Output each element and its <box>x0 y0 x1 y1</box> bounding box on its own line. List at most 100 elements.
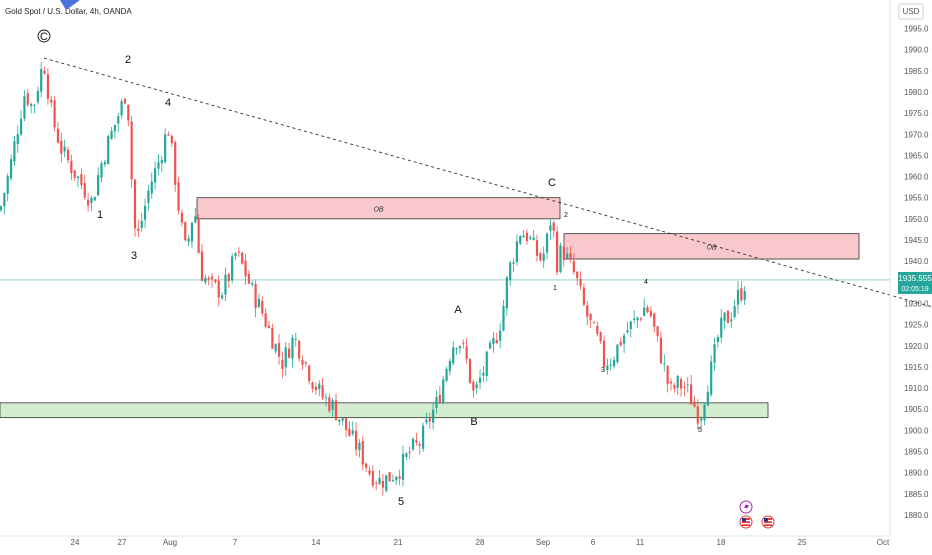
candle <box>294 332 297 347</box>
candle <box>267 321 271 329</box>
candle <box>445 366 448 383</box>
wave-label: 5 <box>698 427 702 434</box>
candle <box>535 234 539 262</box>
candle <box>80 168 83 190</box>
candle-body <box>80 174 83 185</box>
candle-body <box>385 475 388 491</box>
candle-body <box>16 133 19 145</box>
order-block-label: OB <box>373 206 383 213</box>
candle <box>626 321 629 334</box>
candle <box>264 308 267 329</box>
lightning-icon[interactable] <box>739 500 753 514</box>
time-tick-label: 6 <box>591 538 596 547</box>
candle <box>482 366 485 383</box>
candle-body <box>646 307 649 312</box>
candle <box>569 246 572 263</box>
candle-body <box>398 476 401 479</box>
candle <box>465 337 468 364</box>
candle <box>247 269 250 285</box>
candle <box>361 435 364 470</box>
candle <box>133 178 137 237</box>
candle-body <box>381 480 384 488</box>
candle-body <box>244 260 247 277</box>
candle <box>478 369 482 390</box>
candle <box>261 296 264 317</box>
candle <box>562 240 565 267</box>
time-tick-label: 11 <box>636 538 645 547</box>
candle <box>301 355 304 370</box>
time-tick-label: 27 <box>118 538 127 547</box>
candle <box>110 126 113 140</box>
candle-body <box>97 175 100 195</box>
candle <box>56 122 60 144</box>
candle-body <box>40 69 43 92</box>
candle-body <box>371 471 374 486</box>
price-axis[interactable]: 1880.0 1885.0 1890.0 1895.0 1900.0 1905.0 1910… <box>889 0 929 536</box>
time-tick-label: 14 <box>312 538 321 547</box>
candle <box>214 278 217 284</box>
candle-body <box>566 253 569 259</box>
candle-body <box>274 344 277 352</box>
candle-body <box>184 222 187 241</box>
candle <box>277 334 281 365</box>
candle <box>187 234 190 247</box>
candle <box>93 196 96 201</box>
candle-body <box>117 116 120 124</box>
candle <box>160 155 163 173</box>
candle-body <box>103 161 106 165</box>
candle <box>117 113 120 133</box>
candle-body <box>368 470 371 475</box>
candle <box>502 299 505 332</box>
candle <box>519 234 522 246</box>
candle-body <box>140 220 143 228</box>
candle-body <box>321 385 324 398</box>
candle-body <box>532 237 535 240</box>
candle <box>180 209 183 227</box>
candle-body <box>445 368 448 381</box>
candle-body <box>616 344 619 362</box>
candle-body <box>190 222 194 242</box>
currency-button[interactable] <box>898 3 924 20</box>
price-tick-label: 1915.0 <box>904 363 929 372</box>
order-block-zone <box>563 233 860 260</box>
candle-body <box>344 418 348 430</box>
candle <box>532 230 535 241</box>
candle <box>616 344 619 364</box>
price-tick-label: 1905.0 <box>904 405 929 414</box>
price-tick-label: 1985.0 <box>904 67 929 76</box>
us-flag-icon[interactable] <box>761 515 775 529</box>
candle-body <box>475 384 478 389</box>
time-axis[interactable]: 24 27 Aug 7 14 21 28 Sep 6 11 18 25 Oct <box>0 535 890 547</box>
current-price-tag: 1935.555 02:05:19 <box>898 271 932 294</box>
price-tick-label: 1920.0 <box>904 342 929 351</box>
price-tick-label: 1885.0 <box>904 490 929 499</box>
candle-body <box>723 312 726 321</box>
candle-body <box>177 182 180 211</box>
candle-body <box>257 298 261 308</box>
candle <box>341 418 344 426</box>
candle-body <box>20 118 23 135</box>
candle <box>371 465 374 488</box>
candle <box>60 132 63 163</box>
candle-body <box>562 246 565 260</box>
candle <box>338 419 341 426</box>
candle-body <box>154 168 157 183</box>
candle <box>522 230 525 238</box>
us-flag-icon[interactable] <box>739 515 753 529</box>
candle-body <box>197 218 200 254</box>
candle <box>204 274 207 285</box>
candle-body <box>636 317 639 321</box>
order-block-zone <box>196 197 561 220</box>
price-tag-background <box>898 271 932 294</box>
candle <box>425 412 428 425</box>
candle <box>23 90 26 122</box>
price-tick-label: 1880.0 <box>904 511 929 520</box>
candle <box>6 173 9 202</box>
candle-body <box>700 418 703 421</box>
candle <box>545 232 549 260</box>
candle-body <box>120 101 123 116</box>
candle <box>512 258 515 273</box>
